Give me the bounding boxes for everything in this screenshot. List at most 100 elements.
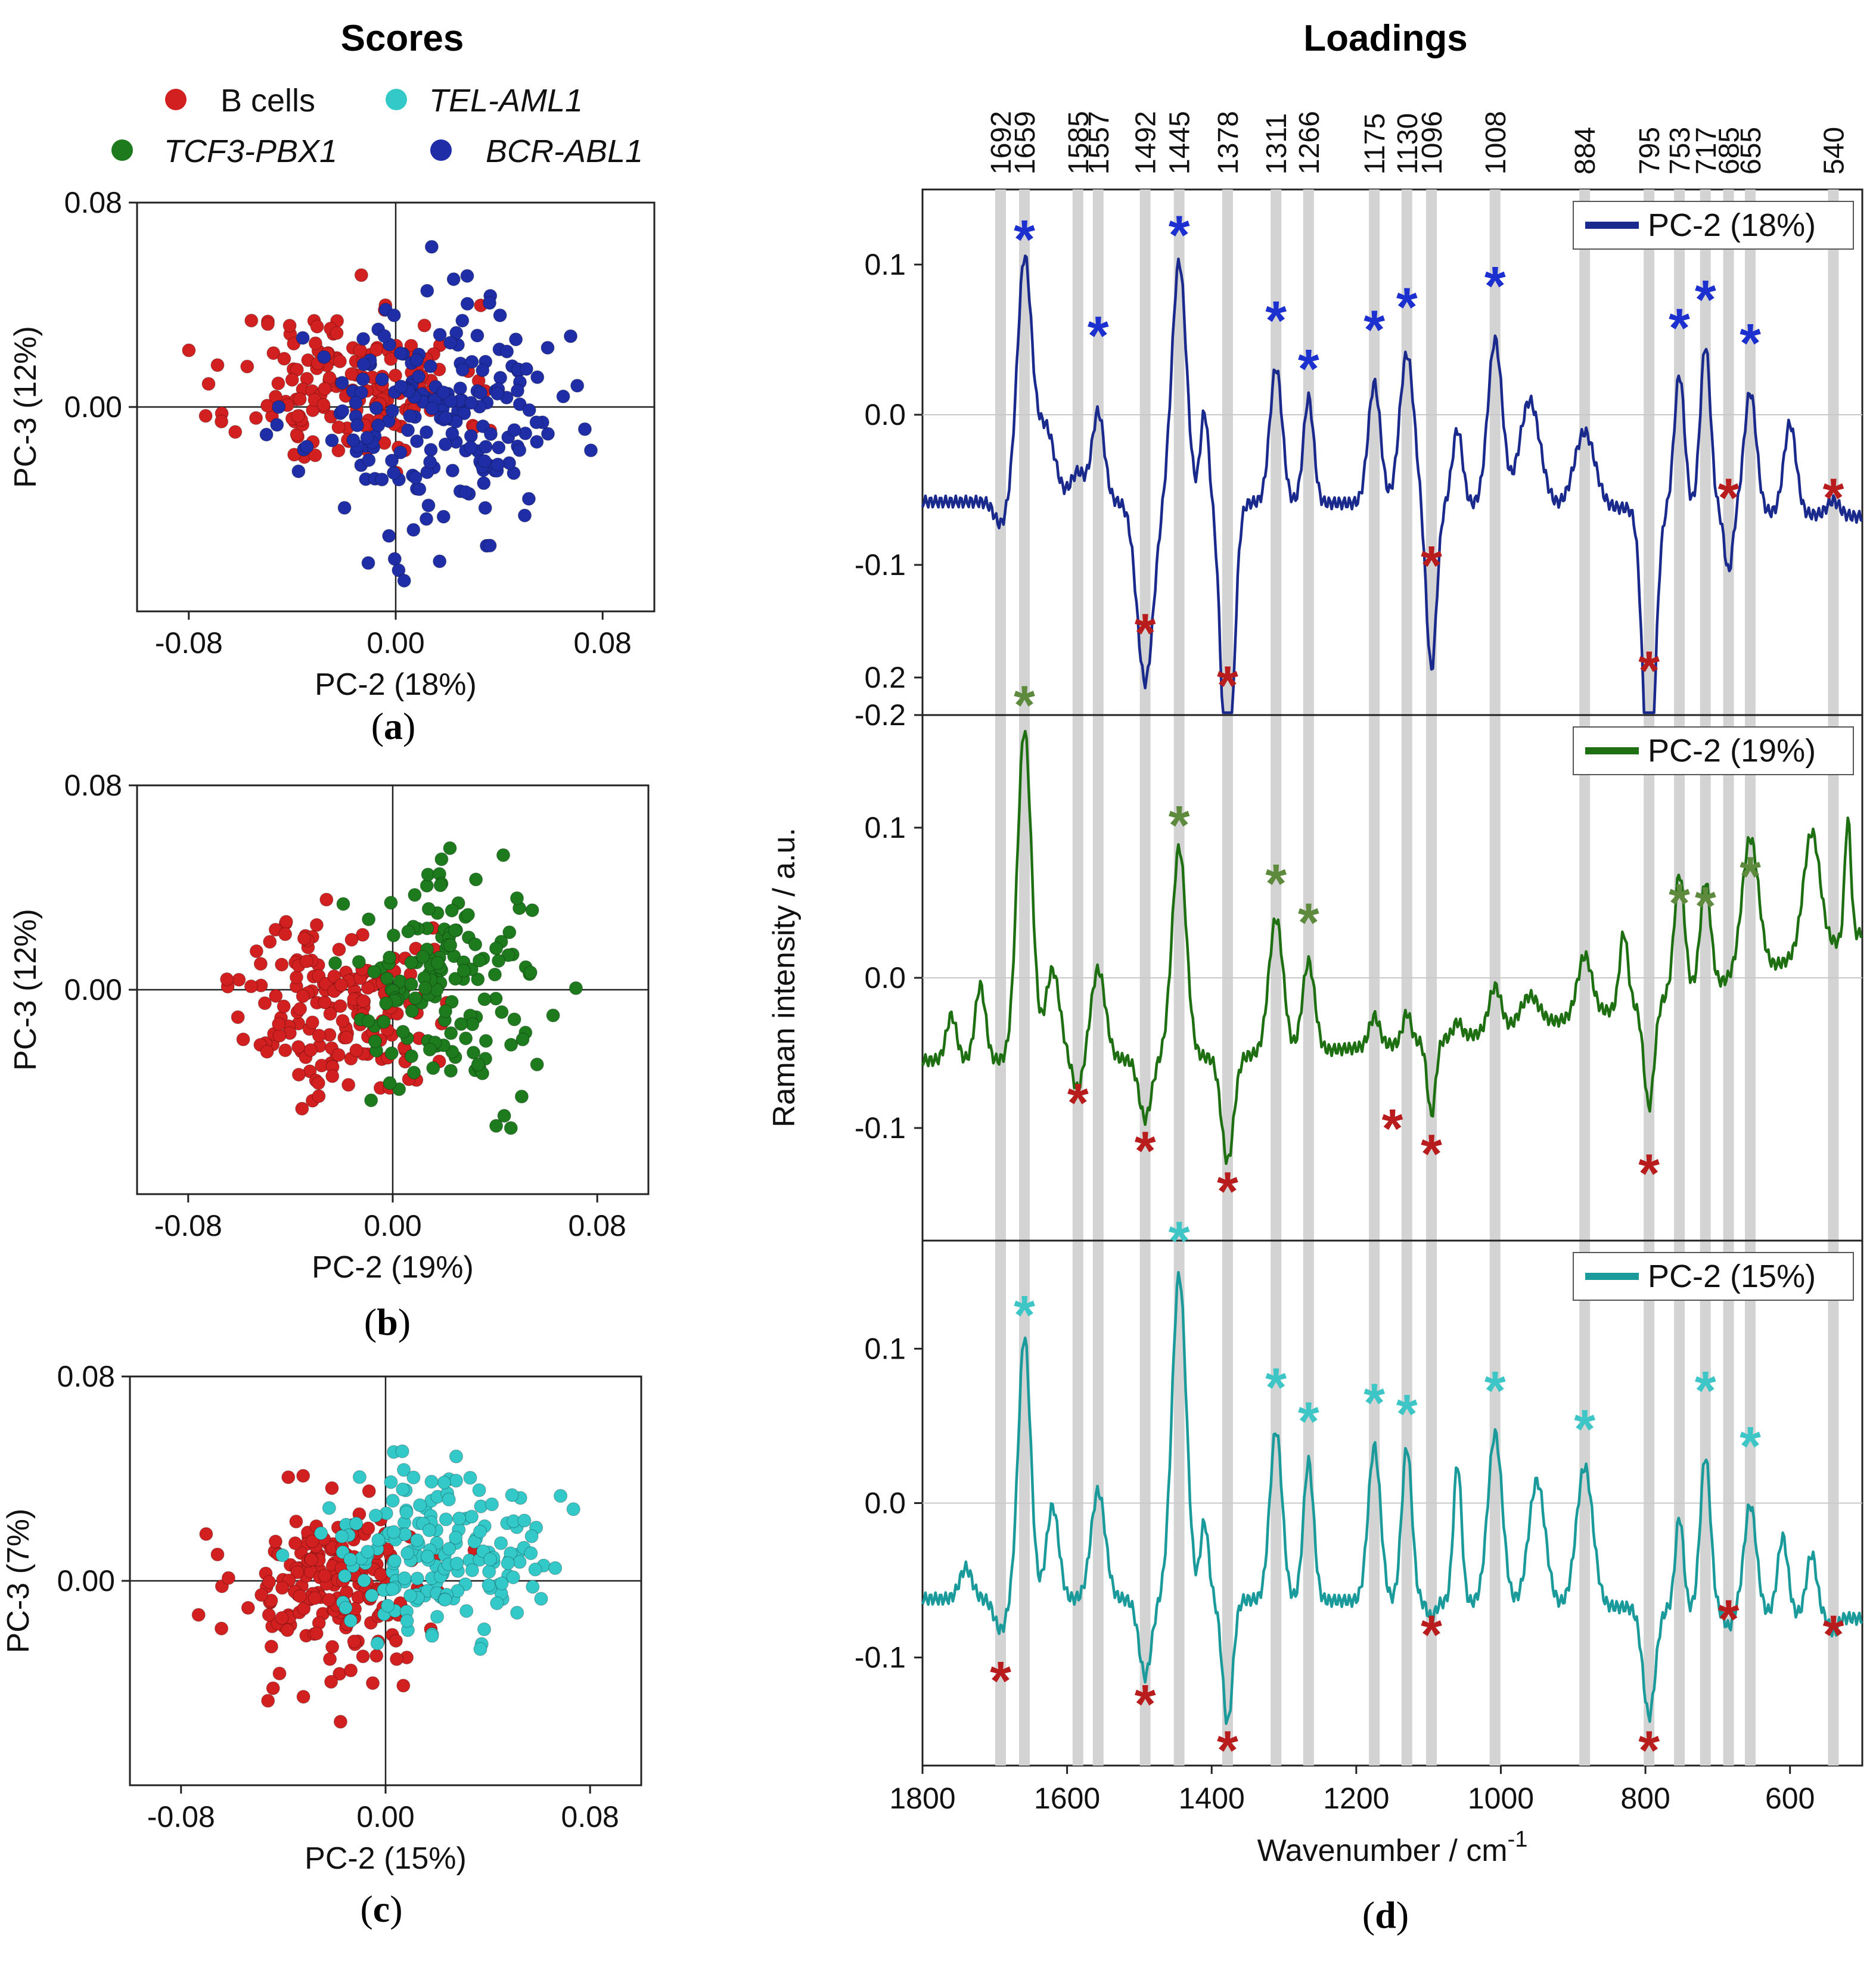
data-point [314,1526,328,1540]
data-point [467,1534,482,1549]
data-point [266,1681,280,1695]
data-point [393,445,408,459]
data-point [361,1545,375,1559]
data-point [370,1636,384,1651]
data-point [445,995,459,1009]
data-point [466,1045,481,1060]
peak-marker-positive: * [1396,277,1418,338]
data-point [504,1121,518,1135]
data-point [278,1043,293,1058]
peak-label: 884 [1570,127,1601,175]
data-point [311,1076,325,1090]
data-point [418,981,433,995]
data-point [310,319,324,334]
data-point [504,1037,518,1052]
x-tick-label: 0.08 [574,626,632,660]
panel-label-a: (a) [371,705,416,747]
data-point [191,1608,206,1622]
scores-legend: B cells TEL-AML1 TCF3-PBX1 BCR-ABL1 [111,83,643,169]
data-point [439,411,453,425]
data-point [513,1555,527,1569]
data-point [386,1493,400,1508]
data-point [332,942,346,957]
data-point [502,456,517,470]
peak-label: 795 [1634,127,1666,175]
data-point [240,359,254,374]
data-point [336,1014,350,1028]
data-point [464,440,478,455]
peak-label: 753 [1664,127,1696,175]
data-point [249,411,263,425]
data-point [465,355,479,369]
data-point [296,1469,310,1483]
data-point [360,430,374,445]
data-point [257,996,272,1011]
data-point [241,1601,255,1615]
data-point [293,1002,308,1016]
x-tick-label: 0.08 [569,1209,626,1242]
data-point [325,433,339,448]
data-point [524,1529,539,1543]
data-point [324,1674,338,1689]
peak-marker-negative: * [990,1651,1011,1712]
data-point [525,903,539,918]
data-point [546,1008,560,1023]
data-point [282,318,297,333]
data-point [502,925,517,940]
data-point [501,1556,515,1570]
data-point [477,1622,492,1636]
data-point [438,1592,452,1607]
data-point [384,1475,398,1489]
data-point [290,1565,305,1580]
data-point [473,1642,487,1656]
peak-label: 1175 [1359,113,1391,175]
data-point [515,1032,530,1047]
data-point [424,1475,439,1489]
data-point [335,1529,349,1544]
data-point [386,465,401,480]
y-tick-label: 0.08 [64,769,122,802]
peak-marker-positive: * [1169,795,1190,856]
data-point [493,1536,508,1550]
peak-marker-negative: * [1382,1098,1403,1159]
data-point [334,978,349,992]
data-point [417,318,431,332]
data-point [410,1571,424,1586]
loading-series-3: 0.10.0-0.1PC-2 (15%)**** * * ***** ***** * [855,1211,1863,1781]
legend-label-b-cells: B cells [220,83,315,119]
y-tick-label: 0.00 [57,1564,115,1598]
data-point [375,372,389,387]
data-point [347,1634,361,1649]
data-point [356,1649,370,1664]
data-point [269,989,283,1003]
peak-marker-positive: * [1014,675,1035,736]
data-point [352,955,366,969]
x-axis-label: PC-2 (19%) [312,1250,474,1285]
data-point [397,573,411,588]
peak-label: 1492 [1130,111,1162,175]
peak-marker-negative: * [1421,1605,1442,1665]
data-point [344,366,359,381]
spectrum-line [921,729,1863,1166]
data-point [458,485,473,499]
data-point [396,1024,410,1039]
data-point [401,924,415,939]
data-point [456,964,471,978]
data-point [299,954,314,968]
data-point [404,955,418,970]
data-point [312,1028,326,1043]
data-point [357,1573,371,1587]
data-point [331,420,346,434]
data-point [322,1593,336,1607]
data-point [383,1076,397,1090]
data-point [328,956,343,970]
data-point [433,878,448,893]
data-point [570,378,585,393]
peak-label: 1266 [1294,111,1325,175]
data-point [392,1082,406,1096]
peak-marker-negative: * [1718,468,1740,529]
peak-label: 540 [1818,127,1850,175]
data-point [254,1588,269,1602]
loadings-title: Loadings [1303,18,1468,59]
data-point [343,1552,358,1567]
